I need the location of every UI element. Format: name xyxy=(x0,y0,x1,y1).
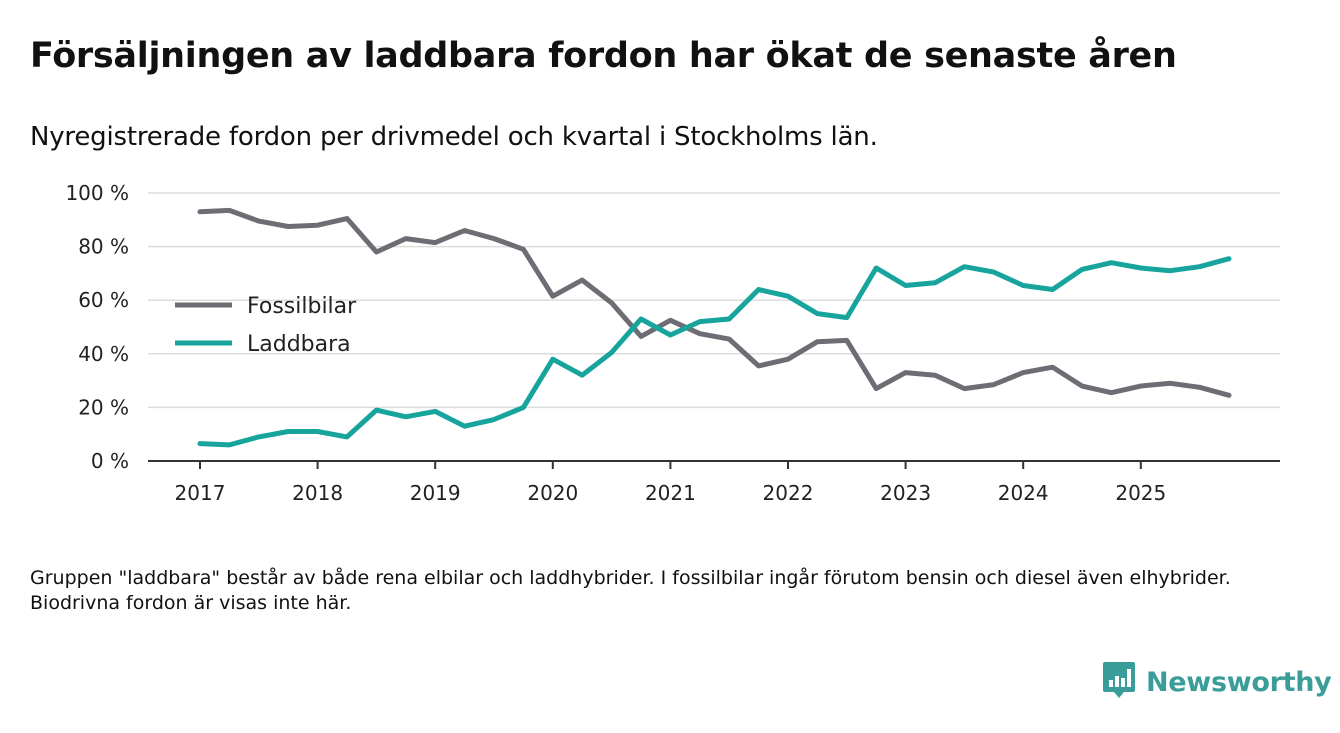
series-lines xyxy=(197,207,1232,448)
legend-label: Laddbara xyxy=(247,332,351,357)
series-line-laddbara xyxy=(197,256,1232,448)
brand[interactable]: Newsworthy xyxy=(1102,660,1332,704)
x-tick-label: 2020 xyxy=(527,481,578,505)
y-tick-label: 100 % xyxy=(65,181,129,205)
x-axis-ticks: 2017 2018 2019 2020 2021 2022 2023 2024 2025 xyxy=(175,461,1166,505)
x-tick-label: 2021 xyxy=(645,481,696,505)
x-tick-label: 2018 xyxy=(292,481,343,505)
y-axis-ticks: 0 % 20 % 40 % 60 % 80 % 100 % xyxy=(65,181,129,473)
newsworthy-logo-icon xyxy=(1102,660,1136,704)
legend-label: Fossilbilar xyxy=(247,294,357,319)
chart-subtitle: Nyregistrerade fordon per drivmedel och … xyxy=(30,122,878,152)
brand-name: Newsworthy xyxy=(1146,666,1332,698)
legend: Fossilbilar Laddbara xyxy=(175,294,357,357)
x-tick-label: 2025 xyxy=(1115,481,1166,505)
line-chart: 0 % 20 % 40 % 60 % 80 % 100 % 2017 2018 2019 202… xyxy=(65,181,1280,505)
x-tick-label: 2017 xyxy=(175,481,226,505)
y-tick-label: 80 % xyxy=(78,235,129,259)
x-tick-label: 2019 xyxy=(410,481,461,505)
y-tick-label: 0 % xyxy=(91,449,129,473)
x-tick-label: 2023 xyxy=(880,481,931,505)
gridlines xyxy=(148,192,1280,409)
y-tick-label: 20 % xyxy=(78,395,129,419)
chart-title: Försäljningen av laddbara fordon har öka… xyxy=(30,36,1177,76)
y-tick-label: 40 % xyxy=(78,342,129,366)
y-tick-label: 60 % xyxy=(78,288,129,312)
footnote: Gruppen "laddbara" består av både rena e… xyxy=(30,567,1231,614)
series-line-fossilbilar xyxy=(197,207,1232,398)
x-tick-label: 2022 xyxy=(763,481,814,505)
x-tick-label: 2024 xyxy=(998,481,1049,505)
